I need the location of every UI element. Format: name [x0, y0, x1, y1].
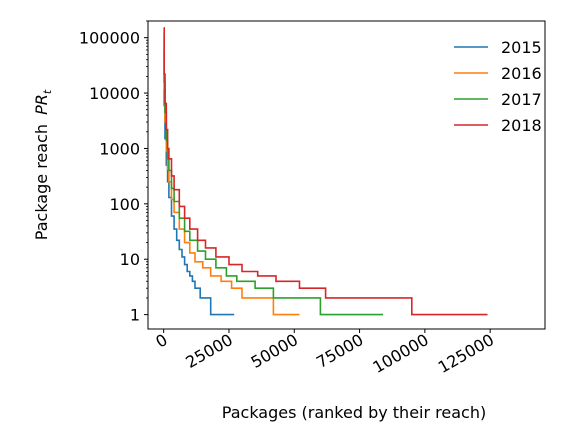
x-axis-label: Packages (ranked by their reach) — [222, 403, 486, 422]
legend-label-2018: 2018 — [501, 116, 542, 135]
x-tick-label: 100000 — [369, 330, 431, 377]
series-line-2015 — [163, 49, 235, 316]
y-axis-label-subscript: t — [41, 89, 54, 94]
legend-label-2017: 2017 — [501, 90, 542, 109]
x-tick-label: 75000 — [313, 330, 367, 372]
legend-label-2016: 2016 — [501, 64, 542, 83]
x-tick-label: 0 — [152, 330, 170, 352]
y-tick-label: 10000 — [89, 84, 140, 103]
y-tick-label: 100000 — [79, 29, 140, 48]
x-tick-label: 125000 — [435, 330, 497, 377]
axes-frame — [147, 20, 546, 330]
series-line-2018 — [163, 27, 488, 316]
y-tick-label: 10 — [120, 250, 140, 269]
y-tick-label: 100 — [109, 195, 140, 214]
plot-area — [163, 27, 488, 316]
y-axis-label-math: PR — [32, 94, 51, 115]
y-axis-label-text: Package reach — [32, 124, 51, 240]
legend: 2015 2016 2017 2018 — [454, 38, 542, 135]
x-tick-label: 25000 — [182, 330, 236, 372]
x-tick-label: 50000 — [248, 330, 302, 372]
series-line-2016 — [163, 39, 300, 316]
y-axis-label: Package reach PRt — [32, 89, 54, 240]
y-tick-label: 1 — [130, 306, 140, 325]
y-tick-label: 1000 — [99, 139, 140, 158]
series-line-2017 — [163, 32, 384, 316]
legend-label-2015: 2015 — [501, 38, 542, 57]
